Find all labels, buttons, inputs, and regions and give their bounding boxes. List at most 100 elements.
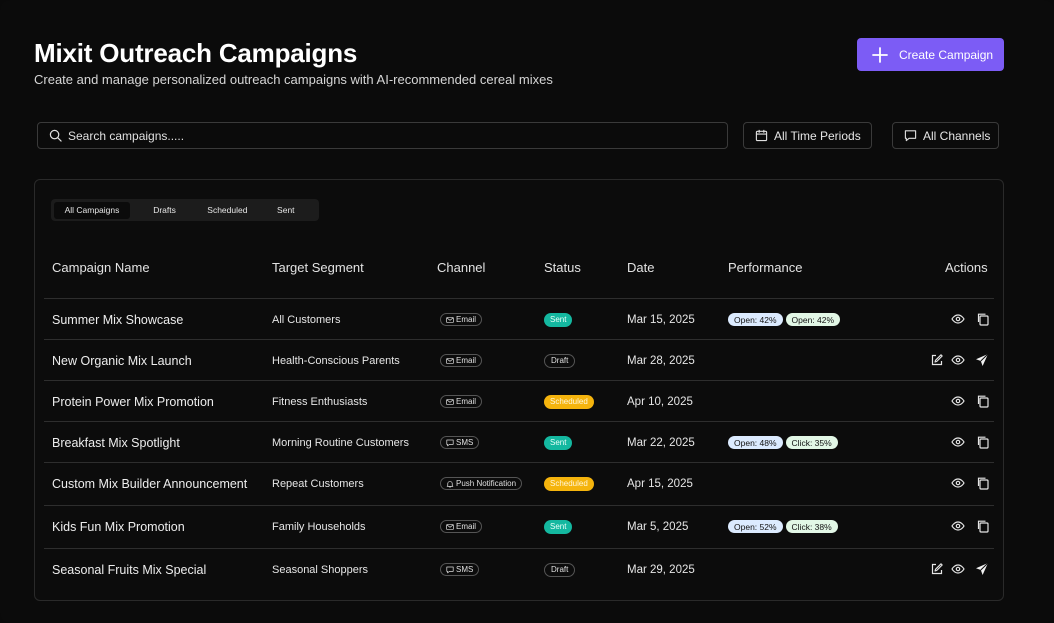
view-button[interactable] [951,394,965,408]
target-segment: Fitness Enthusiasts [272,395,368,408]
channel-filter-label: All Channels [923,128,991,143]
copy-icon [977,477,989,490]
tab-sent[interactable]: Sent [277,205,295,215]
campaign-date: Mar 28, 2025 [627,354,695,367]
channel-label: SMS [456,565,474,574]
tab-drafts[interactable]: Drafts [153,205,176,215]
message-icon [446,566,454,573]
message-icon [904,130,917,142]
open-rate-badge: Open: 42% [785,313,841,326]
campaign-date: Mar 22, 2025 [627,436,695,449]
eye-icon [951,564,965,574]
column-header-channel: Channel [437,260,486,275]
edit-button[interactable] [930,562,944,576]
table-row[interactable]: Protein Power Mix Promotion Fitness Enth… [44,380,994,421]
table-row[interactable]: Summer Mix Showcase All Customers Email … [44,298,994,339]
search-input[interactable] [68,128,668,143]
channel-badge: SMS [440,436,480,449]
view-button[interactable] [951,312,965,326]
channel-badge: Email [440,313,483,326]
bell-icon [446,480,454,487]
status-badge: Sent [544,312,573,327]
eye-icon [951,478,965,488]
view-button[interactable] [951,519,965,533]
table-row[interactable]: New Organic Mix Launch Health-Conscious … [44,339,994,380]
eye-icon [951,314,965,324]
target-segment: Family Households [272,520,366,533]
channel-label: Push Notification [456,479,517,488]
table-row[interactable]: Seasonal Fruits Mix Special Seasonal Sho… [44,548,994,589]
mail-icon [446,316,454,323]
table-row[interactable]: Breakfast Mix Spotlight Morning Routine … [44,421,994,462]
view-button[interactable] [951,562,965,576]
column-header-name: Campaign Name [52,260,150,275]
channel-label: Email [456,356,477,365]
tab-scheduled[interactable]: Scheduled [207,205,248,215]
status-badge: Sent [544,519,573,534]
view-button[interactable] [951,476,965,490]
copy-icon [977,520,989,533]
send-button[interactable] [975,353,989,367]
plus-icon [872,46,888,63]
target-segment: Repeat Customers [272,477,364,490]
send-button[interactable] [975,562,989,576]
campaign-date: Mar 29, 2025 [627,563,695,576]
create-campaign-label: Create Campaign [899,47,994,62]
target-segment: All Customers [272,313,341,326]
copy-icon [977,395,989,408]
channel-badge: SMS [440,563,480,576]
status-badge: Scheduled [544,476,594,491]
duplicate-button[interactable] [976,476,990,490]
campaign-name: Protein Power Mix Promotion [52,394,214,409]
view-button[interactable] [951,435,965,449]
edit-icon [931,354,943,366]
send-icon [976,353,989,366]
channel-label: SMS [456,438,474,447]
column-header-segment: Target Segment [272,260,364,275]
campaign-name: Seasonal Fruits Mix Special [52,562,207,577]
target-segment: Morning Routine Customers [272,436,409,449]
page-subtitle: Create and manage personalized outreach … [34,72,553,87]
campaign-date: Mar 5, 2025 [627,520,689,533]
page-title: Mixit Outreach Campaigns [34,38,358,68]
time-period-filter[interactable]: All Time Periods [743,122,872,149]
duplicate-button[interactable] [976,394,990,408]
table-row[interactable]: Kids Fun Mix Promotion Family Households… [44,505,994,546]
column-header-actions: Actions [945,260,988,275]
channel-label: Email [456,315,477,324]
edit-button[interactable] [930,353,944,367]
open-rate-badge: Open: 48% [728,436,783,449]
campaign-name: Kids Fun Mix Promotion [52,519,185,534]
channel-label: Email [456,522,477,531]
status-tabs: All Campaigns Drafts Scheduled Sent [51,199,319,221]
target-segment: Seasonal Shoppers [272,563,369,576]
table-row[interactable]: Custom Mix Builder Announcement Repeat C… [44,462,994,503]
duplicate-button[interactable] [976,312,990,326]
search-icon [49,129,62,142]
campaign-date: Apr 10, 2025 [627,395,693,408]
send-icon [976,562,989,575]
campaigns-panel: All Campaigns Drafts Scheduled Sent Camp… [34,179,1004,601]
eye-icon [951,355,965,365]
open-rate-badge: Open: 42% [728,313,783,326]
view-button[interactable] [951,353,965,367]
tab-all-campaigns[interactable]: All Campaigns [54,201,130,219]
click-rate-badge: Click: 35% [785,436,838,449]
duplicate-button[interactable] [976,519,990,533]
search-box[interactable] [37,122,728,149]
channel-label: Email [456,397,477,406]
channel-filter[interactable]: All Channels [892,122,999,149]
duplicate-button[interactable] [976,435,990,449]
campaign-name: Custom Mix Builder Announcement [52,476,248,491]
copy-icon [977,313,989,326]
mail-icon [446,523,454,530]
create-campaign-button[interactable]: Create Campaign [857,38,1004,71]
calendar-icon [755,129,768,142]
column-header-status: Status [544,260,581,275]
status-badge: Draft [544,562,576,577]
eye-icon [951,437,965,447]
campaign-date: Mar 15, 2025 [627,313,695,326]
status-badge: Scheduled [544,394,594,409]
click-rate-badge: Click: 38% [785,520,838,533]
